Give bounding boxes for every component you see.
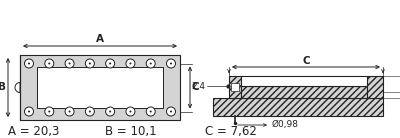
Circle shape xyxy=(28,111,30,112)
Circle shape xyxy=(106,59,115,68)
Text: C: C xyxy=(192,83,200,92)
Circle shape xyxy=(166,107,176,116)
Text: 2,4: 2,4 xyxy=(191,82,205,91)
Circle shape xyxy=(150,111,152,112)
Circle shape xyxy=(130,63,132,64)
Circle shape xyxy=(45,59,54,68)
Circle shape xyxy=(85,59,94,68)
Bar xyxy=(229,76,241,98)
Circle shape xyxy=(170,63,172,64)
Text: A = 20,3: A = 20,3 xyxy=(8,124,59,137)
Bar xyxy=(37,67,163,108)
Text: A: A xyxy=(96,34,104,44)
Circle shape xyxy=(68,63,70,64)
Circle shape xyxy=(170,111,172,112)
Circle shape xyxy=(68,111,70,112)
Text: C: C xyxy=(302,55,310,66)
Circle shape xyxy=(126,59,135,68)
Circle shape xyxy=(48,111,50,112)
Circle shape xyxy=(24,107,34,116)
Text: B: B xyxy=(0,83,6,92)
Circle shape xyxy=(65,107,74,116)
Circle shape xyxy=(48,63,50,64)
Circle shape xyxy=(109,111,111,112)
Text: B = 10,1: B = 10,1 xyxy=(105,124,157,137)
Bar xyxy=(367,76,383,98)
Circle shape xyxy=(89,63,91,64)
Bar xyxy=(20,55,180,120)
Polygon shape xyxy=(15,83,20,92)
Circle shape xyxy=(166,59,176,68)
Circle shape xyxy=(45,107,54,116)
Circle shape xyxy=(109,63,111,64)
Circle shape xyxy=(24,59,34,68)
Text: Ø0,98: Ø0,98 xyxy=(272,120,299,129)
Bar xyxy=(213,98,383,116)
Circle shape xyxy=(106,107,115,116)
Text: C = 7,62: C = 7,62 xyxy=(205,124,257,137)
Bar xyxy=(241,86,367,98)
Circle shape xyxy=(126,107,135,116)
Bar xyxy=(241,76,367,86)
Circle shape xyxy=(85,107,94,116)
Circle shape xyxy=(89,111,91,112)
Bar xyxy=(231,83,239,91)
Circle shape xyxy=(146,59,155,68)
Circle shape xyxy=(65,59,74,68)
Circle shape xyxy=(146,107,155,116)
Circle shape xyxy=(130,111,132,112)
Circle shape xyxy=(150,63,152,64)
Circle shape xyxy=(28,63,30,64)
